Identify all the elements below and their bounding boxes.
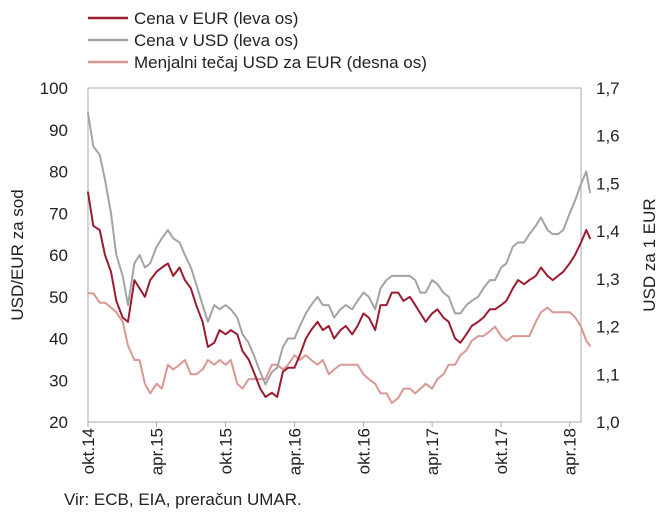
legend-item: Cena v USD (leva os) — [88, 31, 298, 50]
y2-tick-label: 1,0 — [596, 413, 620, 432]
y2-axis-title: USD za 1 EUR — [640, 198, 659, 311]
y-tick-label: 50 — [49, 288, 68, 307]
x-tick-label: okt.16 — [355, 428, 374, 474]
chart: Cena v EUR (leva os) Cena v USD (leva os)… — [8, 9, 659, 475]
x-tick-label: okt.14 — [79, 428, 98, 474]
series-line-1 — [87, 112, 591, 386]
x-tick-label: okt.15 — [217, 428, 236, 474]
legend-item: Menjalni tečaj USD za EUR (desna os) — [88, 53, 427, 72]
y2-tick-label: 1,7 — [596, 79, 620, 98]
x-tick-label: okt.17 — [492, 428, 511, 474]
legend-label: Menjalni tečaj USD za EUR (desna os) — [134, 53, 427, 72]
series-layer — [87, 112, 591, 404]
source-note: Vir: ECB, EIA, preračun UMAR. — [64, 490, 302, 509]
y-tick-label: 60 — [49, 246, 68, 265]
y-tick-label: 100 — [40, 79, 68, 98]
y2-tick-label: 1,2 — [596, 318, 620, 337]
legend: Cena v EUR (leva os) Cena v USD (leva os)… — [88, 9, 427, 72]
y-tick-label: 70 — [49, 204, 68, 223]
y2-tick-label: 1,4 — [596, 222, 620, 241]
y2-tick-label: 1,3 — [596, 270, 620, 289]
plot-area — [87, 87, 582, 423]
series-line-2 — [87, 292, 591, 404]
y-tick-label: 30 — [49, 371, 68, 390]
x-tick-label: apr.16 — [286, 428, 305, 475]
legend-item: Cena v EUR (leva os) — [88, 9, 298, 28]
y-tick-label: 90 — [49, 121, 68, 140]
right-axis: 1,7 1,6 1,5 1,4 1,3 1,2 1,1 1,0 — [596, 79, 620, 432]
legend-label: Cena v EUR (leva os) — [134, 9, 298, 28]
x-tick-label: apr.17 — [423, 428, 442, 475]
series-line-0 — [87, 191, 591, 398]
x-axis: okt.14 apr.15 okt.15 apr.16 okt.16 apr.17 okt.… — [79, 422, 580, 475]
x-tick-label: apr.15 — [148, 428, 167, 475]
y-axis-title: USD/EUR za sod — [8, 189, 27, 320]
left-axis: 100 90 80 70 60 50 40 30 20 — [40, 79, 68, 432]
y-tick-label: 20 — [49, 413, 68, 432]
y2-tick-label: 1,1 — [596, 365, 620, 384]
y-tick-label: 40 — [49, 330, 68, 349]
x-tick-label: apr.18 — [561, 428, 580, 475]
y-tick-label: 80 — [49, 163, 68, 182]
legend-label: Cena v USD (leva os) — [134, 31, 298, 50]
y2-tick-label: 1,5 — [596, 174, 620, 193]
y2-tick-label: 1,6 — [596, 127, 620, 146]
